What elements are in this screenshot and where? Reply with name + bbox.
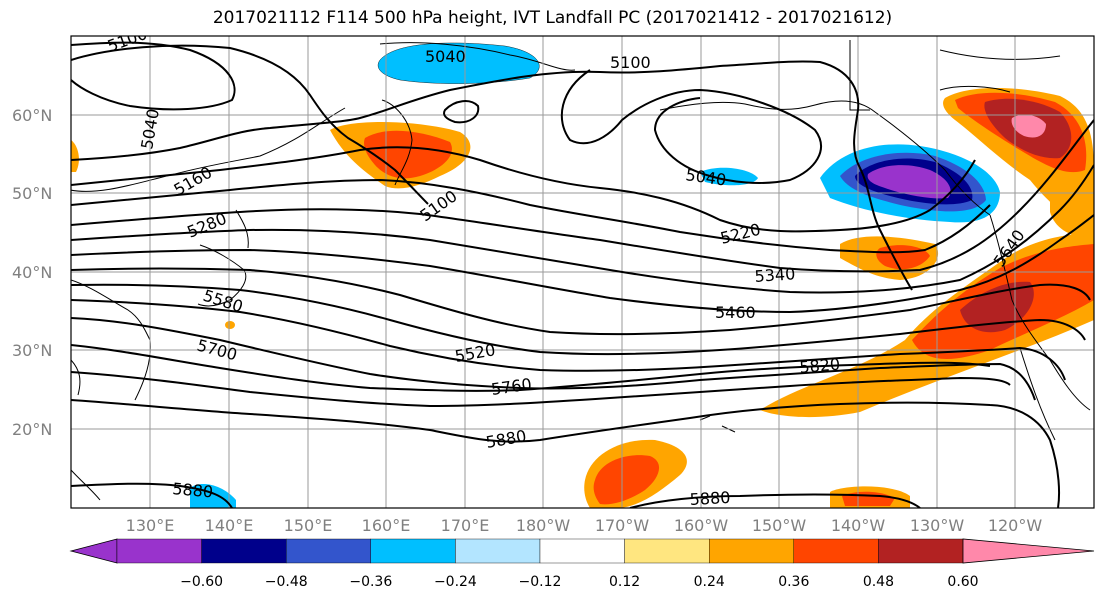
lat-label: 40°N: [12, 263, 52, 282]
colorbar-tick-label: 0.12: [609, 574, 640, 590]
lon-label: 160°E: [362, 516, 411, 535]
contour-5220: [71, 146, 976, 233]
lon-label: 140°W: [831, 516, 886, 535]
contour-5460: [71, 214, 1094, 314]
lon-label: 140°E: [205, 516, 254, 535]
lon-label: 150°E: [284, 516, 333, 535]
shade-small-orange: [225, 321, 235, 329]
map-frame: [70, 35, 1095, 509]
contour-label-group: 5100 5040 5100 5040 5040 5160 5280 5100 …: [105, 24, 1029, 509]
colorbar-tick-label: −0.24: [434, 574, 477, 590]
colorbar-swatch: [455, 538, 541, 564]
colorbar-min-extension: [69, 538, 118, 564]
shade-bering-blue: [377, 42, 540, 84]
contour-5040-west: [71, 41, 236, 111]
lon-label: 180°W: [516, 516, 571, 535]
contour-label: 5820: [799, 355, 841, 377]
contour-5820: [71, 371, 1011, 408]
colorbar-swatch: [878, 538, 964, 564]
lat-label: 60°N: [12, 106, 52, 125]
contour-label: 5760: [490, 374, 533, 398]
colorbar-swatch: [370, 538, 456, 564]
colorbar-tick-label: 0.36: [778, 574, 809, 590]
colorbar-tick-label: −0.60: [180, 574, 223, 590]
contour-5040-kamchatka: [443, 100, 480, 124]
lat-label: 30°N: [12, 341, 52, 360]
contour-label: 5040: [425, 47, 466, 66]
lon-label: 150°W: [752, 516, 807, 535]
contour-5400: [71, 164, 1094, 294]
shade-alaska-small: [700, 167, 758, 186]
graticule: [71, 36, 1094, 508]
contour-label: 5220: [718, 220, 762, 248]
longitude-labels: 130°E 140°E 150°E 160°E 170°E 180°W 170°…: [126, 516, 1043, 535]
colorbar-swatch: [286, 538, 372, 564]
colorbar-swatch: [624, 538, 710, 564]
shade-subtrop-red: [593, 455, 660, 505]
shade-canada-pink: [1011, 114, 1046, 138]
colorbar-tick-label: −0.48: [265, 574, 308, 590]
contour-5280: [71, 178, 991, 254]
contour-5580: [71, 283, 1086, 356]
colorbar-swatch: [201, 538, 287, 564]
lon-label: 170°W: [595, 516, 650, 535]
contour-5880-main: [71, 399, 1061, 508]
contour-5700: [71, 317, 1036, 401]
colorbar-tick-labels: −0.60 −0.48 −0.36 −0.24 −0.12 0.12 0.24 …: [180, 574, 978, 590]
colorbar-tick-label: 0.48: [863, 574, 894, 590]
lon-label: 120°W: [988, 516, 1043, 535]
latitude-labels: 60°N 50°N 40°N 30°N 20°N: [12, 106, 52, 439]
contour-5880-south: [629, 493, 921, 508]
ivt-shading: [71, 42, 1094, 508]
colorbar-swatch: [793, 538, 879, 564]
colorbar: −0.60 −0.48 −0.36 −0.24 −0.12 0.12 0.24 …: [69, 538, 1095, 590]
height-contours: [71, 41, 1094, 508]
contour-label: 5100: [610, 53, 651, 72]
contour-label: 5880: [689, 488, 731, 509]
colorbar-swatch: [539, 538, 625, 564]
contour-label: 5520: [453, 340, 496, 366]
shade-east-orange: [1050, 172, 1094, 237]
contour-5160: [71, 60, 913, 291]
contour-5760: [71, 344, 991, 392]
shade-west-edge: [71, 140, 79, 172]
lon-label: 160°W: [674, 516, 729, 535]
contour-5520: [71, 267, 1091, 336]
contour-label: 5040: [137, 107, 163, 150]
contour-label: 5700: [195, 336, 239, 365]
lat-label: 50°N: [12, 184, 52, 203]
contour-5100-north: [71, 44, 429, 205]
contour-label: 5460: [715, 303, 756, 322]
contour-5640: [71, 299, 1066, 381]
colorbar-swatch: [709, 538, 795, 564]
contour-label: 5880: [172, 479, 214, 501]
contour-5040-bering: [560, 69, 822, 184]
map-title: 2017021112 F114 500 hPa height, IVT Land…: [212, 8, 893, 28]
map-panel: 5100 5040 5100 5040 5040 5160 5280 5100 …: [71, 24, 1094, 509]
contour-label: 5100: [105, 24, 150, 56]
colorbar-tick-label: −0.12: [519, 574, 562, 590]
contour-label: 5880: [484, 426, 527, 452]
contour-5340: [71, 119, 1094, 273]
lon-label: 130°W: [910, 516, 965, 535]
colorbar-swatch: [116, 538, 202, 564]
colorbar-max-extension: [962, 538, 1095, 564]
lon-label: 130°E: [126, 516, 175, 535]
colorbar-tick-label: 0.60: [947, 574, 978, 590]
colorbar-tick-label: −0.36: [349, 574, 392, 590]
contour-label: 5340: [754, 264, 796, 286]
lat-label: 20°N: [12, 420, 52, 439]
contour-5880-south-west: [71, 482, 233, 508]
lon-label: 170°E: [441, 516, 490, 535]
colorbar-tick-label: 0.24: [694, 574, 725, 590]
shade-gulf-purple: [867, 165, 951, 199]
